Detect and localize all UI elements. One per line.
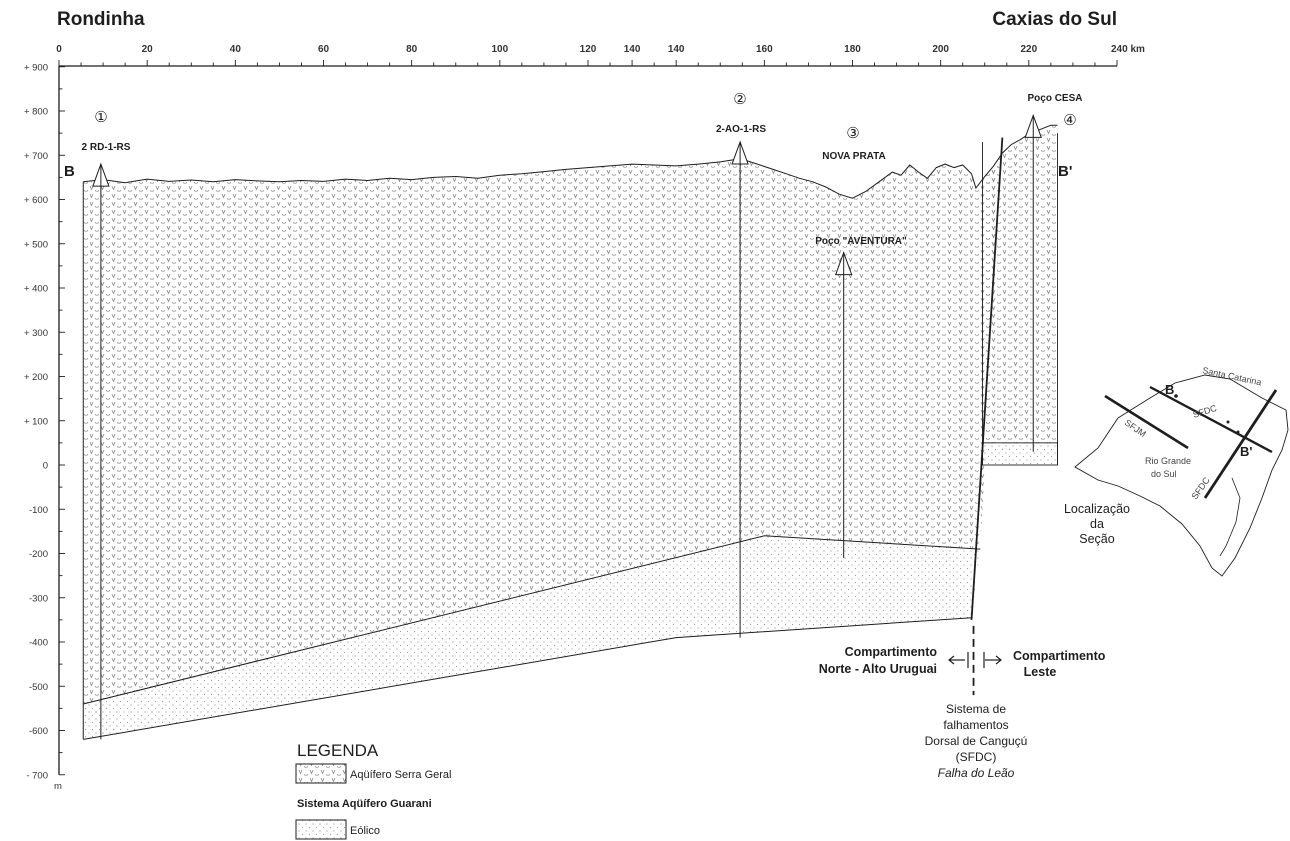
legend-item-eolico: Eólico: [350, 825, 380, 837]
legend-swatch-serra-geral: [295, 763, 347, 784]
map-label-sfdc-bottom: SFDC: [1189, 475, 1212, 501]
lagoa-outline: [1219, 477, 1241, 557]
well-2-name: 2-AO-1-RS: [716, 124, 766, 135]
compartment-right-line2: Leste: [1024, 665, 1057, 679]
well-1-name: 2 RD-1-RS: [82, 142, 131, 153]
fault-line: [970, 137, 1004, 620]
map-label-rio-grande-line2: do Sul: [1151, 469, 1177, 479]
y-tick-label: + 400: [24, 284, 48, 295]
well-3-number: ③: [846, 124, 859, 142]
y-tick-label: + 200: [24, 372, 48, 383]
wells: [92, 113, 1042, 740]
map-well-point: [1236, 430, 1240, 434]
map-caption-line2: da: [1090, 517, 1104, 531]
map-section-line: [1149, 385, 1273, 454]
serra-geral-aquifer-east: [982, 125, 1058, 443]
map-label-b2: B': [1240, 444, 1252, 459]
map-label-b: B: [1165, 382, 1174, 397]
x-tick-label: 140: [668, 44, 685, 55]
x-tick-label: 80: [406, 44, 418, 55]
y-tick-label: -200: [29, 549, 48, 560]
legend-subtitle: Sistema Aqüífero Guarani: [297, 798, 432, 810]
compartment-left-line1: Compartimento: [845, 645, 938, 659]
title-right: Caxias do Sul: [992, 9, 1117, 30]
map-label-santa-catarina: Santa Catarina: [1202, 365, 1263, 387]
y-axis-unit: m: [54, 781, 62, 792]
x-tick-label: 160: [756, 44, 773, 55]
guarani-top-line: [83, 535, 981, 705]
x-tick-label: 240 km: [1111, 44, 1145, 55]
y-tick-label: + 800: [24, 107, 48, 118]
title-left: Rondinha: [57, 9, 145, 30]
fault-system-line5: Falha do Leão: [938, 766, 1015, 780]
y-tick-label: -100: [29, 505, 48, 516]
section-end-label: B': [1058, 163, 1072, 180]
y-tick-label: + 700: [24, 151, 48, 162]
x-axis: 0 20 40 60 80 100 120 140 140 160 180 200 220 240 km: [56, 44, 1145, 67]
x-tick-label: 200: [932, 44, 949, 55]
y-tick-label: + 300: [24, 328, 48, 339]
compartments: Compartimento Norte - Alto Uruguai Compa…: [819, 645, 1106, 679]
x-tick-label: 220: [1020, 44, 1037, 55]
y-tick-label: - 700: [26, 770, 48, 781]
map-well-point: [1226, 420, 1230, 424]
map-label-rio-grande-line1: Rio Grande: [1145, 456, 1191, 466]
x-tick-label: 180: [844, 44, 861, 55]
legend: LEGENDA Aqüífero Serra Geral Sistema Aqü…: [295, 741, 452, 840]
x-tick-label: 100: [491, 44, 508, 55]
y-tick-label: -500: [29, 682, 48, 693]
well-1-number: ①: [94, 108, 107, 126]
legend-item-serra-geral: Aqüífero Serra Geral: [350, 769, 452, 781]
map-caption-line1: Localização: [1064, 502, 1130, 516]
map-sfdc-line: [1203, 389, 1278, 499]
guarani-aquifer-east: [982, 442, 1058, 466]
y-tick-label: + 500: [24, 239, 48, 250]
y-axis: + 900 + 800 + 700 + 600 + 500 + 400 + 300 + 200…: [24, 62, 65, 792]
y-tick-label: -300: [29, 593, 48, 604]
well-2-number: ②: [733, 90, 746, 108]
compartment-left-line2: Norte - Alto Uruguai: [819, 662, 937, 676]
x-tick-label: 20: [142, 44, 154, 55]
guarani-aquifer-west: [83, 535, 981, 740]
y-tick-label: -600: [29, 726, 48, 737]
location-map: B B' Santa Catarina Rio Grande do Sul SF…: [1064, 365, 1289, 577]
x-tick-label: 0: [56, 44, 62, 55]
x-tick-label: 60: [318, 44, 330, 55]
y-tick-label: + 900: [24, 62, 48, 73]
x-tick-label: 120: [580, 44, 597, 55]
well-4-number: ④: [1063, 111, 1076, 129]
compartment-arrows-icon: [948, 652, 1002, 668]
fault-system-line1: Sistema de: [946, 702, 1006, 716]
map-caption-line3: Seção: [1079, 532, 1114, 546]
compartment-right-line1: Compartimento: [1013, 649, 1106, 663]
y-tick-label: + 600: [24, 195, 48, 206]
y-tick-label: -400: [29, 638, 48, 649]
fault-system-caption: Sistema de falhamentos Dorsal de Canguçú…: [925, 702, 1028, 780]
y-tick-label: 0: [43, 461, 48, 472]
well-4-name: Poço CESA: [1027, 93, 1082, 104]
section-start-label: B: [64, 163, 75, 180]
well-aventura-name: Poço "AVENTURA": [815, 236, 907, 247]
fault-system-line4: (SFDC): [956, 750, 997, 764]
legend-title: LEGENDA: [297, 741, 379, 760]
rio-grande-do-sul-outline: [1074, 374, 1289, 577]
guarani-base-line: [83, 617, 972, 740]
well-3-name: NOVA PRATA: [822, 151, 886, 162]
map-well-point: [1174, 394, 1178, 398]
legend-swatch-eolico: [295, 819, 347, 840]
fault-system-line2: falhamentos: [943, 718, 1008, 732]
serra-geral-aquifer-west: [83, 137, 1003, 705]
y-tick-label: + 100: [24, 416, 48, 427]
x-tick-label: 140: [624, 44, 641, 55]
x-tick-label: 40: [230, 44, 242, 55]
map-sfjm-line: [1104, 394, 1189, 450]
well-labels: ① 2 RD-1-RS ② 2-AO-1-RS ③ NOVA PRATA Poç…: [82, 90, 1083, 247]
section-layers: [82, 124, 1058, 740]
fault-system-line3: Dorsal de Canguçú: [925, 734, 1028, 748]
